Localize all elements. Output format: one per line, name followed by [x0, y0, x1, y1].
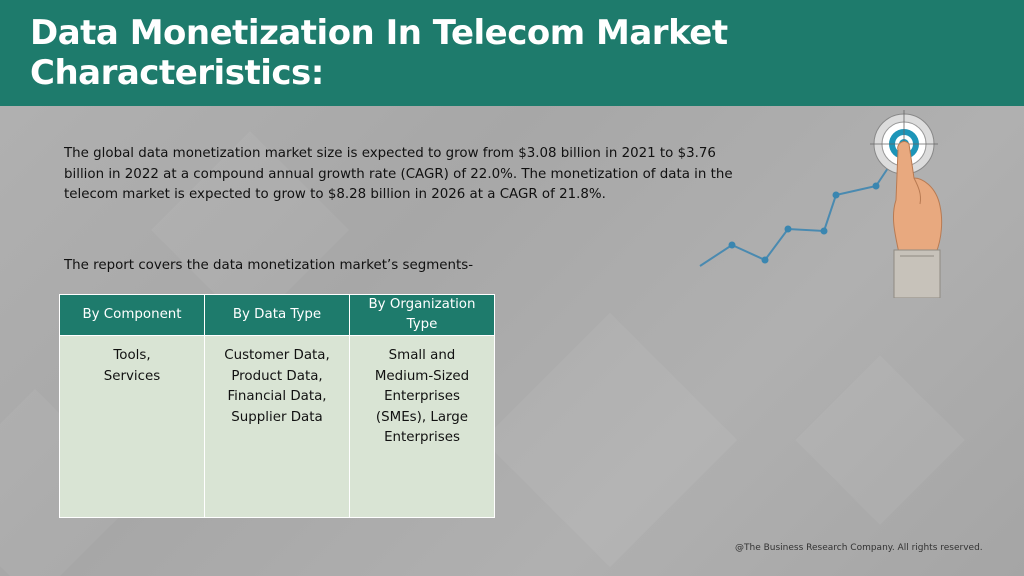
cell-line: Enterprises	[384, 389, 460, 404]
cell-line: Financial Data,	[227, 389, 327, 404]
cell-line: Tools,	[113, 348, 151, 363]
segments-heading: The report covers the data monetization …	[64, 258, 474, 273]
cell-line: Customer Data,	[224, 348, 330, 363]
page-title: Data Monetization In Telecom Market Char…	[30, 13, 728, 93]
copyright-footer: @The Business Research Company. All righ…	[735, 543, 983, 553]
growth-line	[699, 143, 905, 267]
cell-line: Enterprises	[384, 430, 460, 445]
segments-table: By Component By Data Type By Organizatio…	[59, 294, 495, 518]
column-header-component: By Component	[59, 294, 205, 336]
growth-points	[728, 182, 880, 264]
cell-line: Small and	[388, 348, 456, 363]
pointing-hand-icon	[893, 141, 943, 298]
background-shape	[482, 312, 738, 568]
cell-organization-type: Small and Medium-Sized Enterprises (SMEs…	[349, 335, 495, 518]
cell-line: (SMEs), Large	[375, 409, 469, 425]
cell-line: Supplier Data	[231, 409, 323, 425]
column-header-organization-type: By Organization Type	[349, 294, 495, 336]
title-bar: Data Monetization In Telecom Market Char…	[0, 0, 1024, 106]
cell-component: Tools, Services	[59, 335, 205, 518]
intro-paragraph: The global data monetization market size…	[64, 146, 733, 202]
cell-line: Product Data,	[231, 368, 323, 384]
column-header-data-type: By Data Type	[204, 294, 350, 336]
table-row: Tools, Services Customer Data, Product D…	[59, 335, 495, 518]
cell-line: Services	[103, 368, 161, 384]
background-shape	[795, 355, 965, 525]
growth-chart-graphic	[699, 110, 943, 298]
table-header-row: By Component By Data Type By Organizatio…	[59, 294, 495, 336]
cell-line: Medium-Sized	[374, 368, 470, 384]
cell-data-type: Customer Data, Product Data, Financial D…	[204, 335, 350, 518]
